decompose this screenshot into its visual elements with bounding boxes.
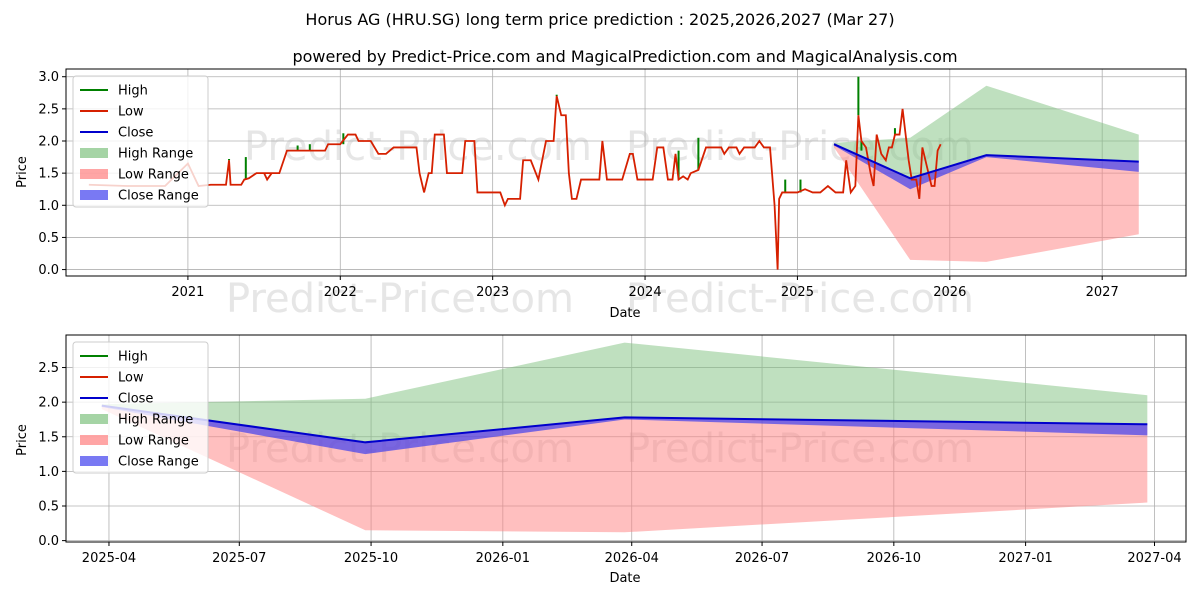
legend-low-label: Low [118,105,144,120]
top-ylabel: Price [15,156,30,188]
low-range-area [834,144,1139,262]
legend-low-range-swatch [80,435,108,445]
top-frame [65,68,1187,277]
x-tick-label: 2026 [933,285,966,300]
y-tick-label: 1.0 [38,465,59,480]
x-tick-label: 2023 [476,285,509,300]
legend-low-range-label: Low Range [118,168,189,183]
legend-high-range-label: High Range [118,413,193,428]
legend-high-range-swatch [80,148,108,158]
y-tick-label: 1.5 [38,167,59,182]
y-tick-label: 2.5 [38,102,59,117]
x-tick-label: 2025-10 [344,551,398,566]
y-tick-label: 0.5 [38,500,59,515]
top-xlabel: Date [609,306,640,321]
y-tick-label: 1.0 [38,199,59,214]
x-tick-label: 2025-04 [82,551,136,566]
bottom-ticks: 2025-04 2025-07 2025-10 2026-01 2026-04 2026-… [38,361,1181,566]
close-forecast-line [833,143,1139,180]
x-tick-label: 2027-01 [998,551,1052,566]
legend-high-range-swatch [80,414,108,424]
bottom-frame [65,334,1187,543]
y-tick-label: 0.5 [38,231,59,246]
top-panel: Predict-Price.com Predict-Price.com Pred… [15,68,1187,322]
legend-close-range-swatch [80,456,108,466]
chart-title: Horus AG (HRU.SG) long term price predic… [305,10,894,29]
x-tick-label: 2025 [781,285,814,300]
legend-low-range-label: Low Range [118,434,189,449]
x-tick-label: 2026-10 [867,551,921,566]
high-range-area [101,342,1148,443]
legend-close-range-label: Close Range [118,455,199,470]
bottom-xlabel: Date [609,571,640,586]
legend-close-label: Close [118,126,153,141]
bottom-legend: High Low Close High Range Low Range Close Ran… [72,341,209,474]
legend-close-label: Close [118,392,153,407]
legend-high-label: High [118,350,148,365]
x-tick-label: 2025-07 [212,551,266,566]
x-tick-label: 2022 [324,285,357,300]
y-tick-label: 2.0 [38,396,59,411]
x-tick-label: 2026-04 [605,551,659,566]
y-tick-label: 1.5 [38,430,59,445]
close-forecast-line [101,404,1148,444]
x-tick-label: 2027-04 [1127,551,1181,566]
bottom-series [101,342,1148,533]
y-tick-label: 0.0 [38,534,59,549]
x-tick-label: 2027 [1086,285,1119,300]
watermark-top-4: Predict-Price.com [626,276,974,322]
legend-low-label: Low [118,371,144,386]
y-tick-label: 2.5 [38,361,59,376]
x-tick-label: 2021 [171,285,204,300]
bottom-panel: Predict-Price.com Predict-Price.com 2025… [15,334,1187,586]
legend-close-range-swatch [80,190,108,200]
low-range-area [101,405,1148,533]
y-tick-label: 2.0 [38,135,59,150]
top-ticks: 2021 2022 2023 2024 2025 2026 2027 0.0 0.5 1.0 1.5… [38,70,1118,300]
high-range-area [834,85,1139,179]
low-history-line [88,95,942,270]
chart-subtitle: powered by Predict-Price.com and Magical… [292,47,957,66]
watermark-top-3: Predict-Price.com [226,276,574,322]
x-tick-label: 2026-01 [476,551,530,566]
y-tick-label: 0.0 [38,263,59,278]
x-tick-label: 2024 [629,285,662,300]
legend-close-range-label: Close Range [118,189,199,204]
y-tick-label: 3.0 [38,70,59,85]
bottom-ylabel: Price [15,424,30,456]
legend-high-range-label: High Range [118,147,193,162]
x-tick-label: 2026-07 [735,551,789,566]
legend-low-range-swatch [80,169,108,179]
legend-high-label: High [118,84,148,99]
top-series [88,76,1139,270]
top-legend: High Low Close High Range Low Range Close Ran… [72,75,209,208]
